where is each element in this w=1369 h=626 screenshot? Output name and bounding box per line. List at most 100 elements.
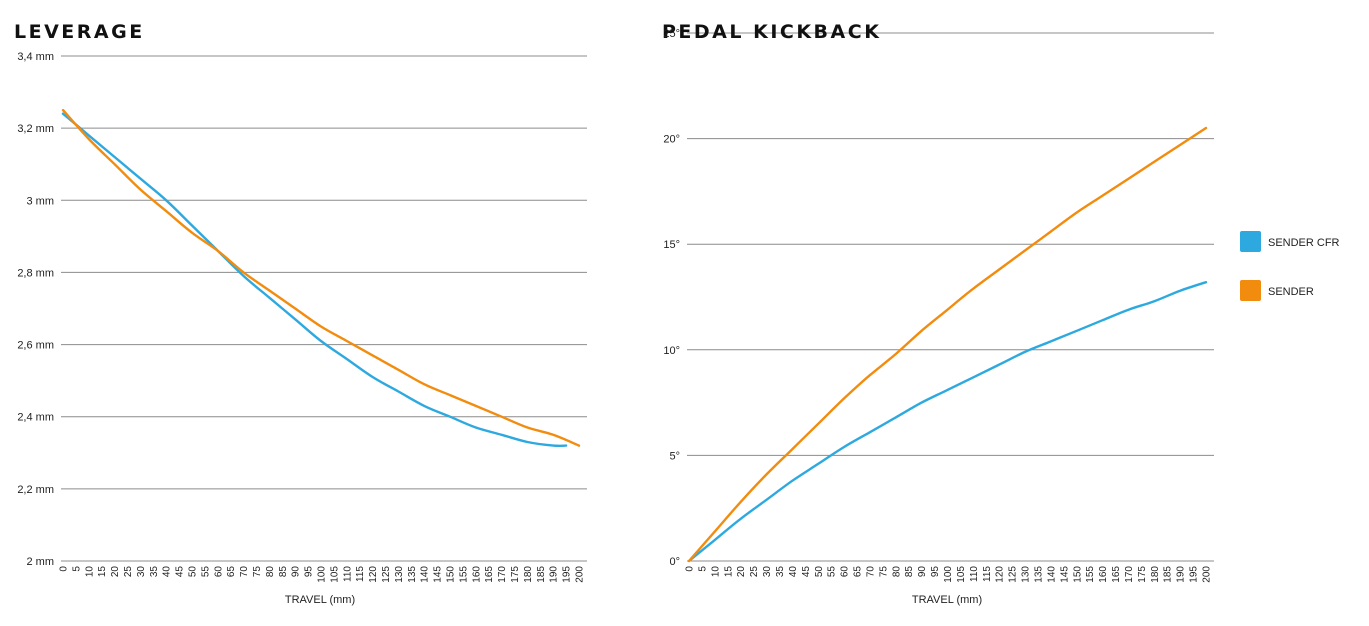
kickback-x-tick-label: 195: [1189, 566, 1200, 583]
kickback-y-tick-label: 10°: [663, 345, 680, 357]
leverage-x-tick-label: 190: [549, 566, 560, 583]
kickback-title: PEDAL KICKBACK: [662, 21, 881, 43]
legend-swatch-sender-cfr: [1240, 231, 1261, 252]
leverage-x-tick-label: 200: [575, 566, 586, 583]
kickback-x-tick-label: 190: [1176, 566, 1187, 583]
kickback-x-tick-label: 110: [969, 566, 980, 582]
kickback-x-tick-label: 5: [697, 566, 708, 572]
leverage-x-tick-label: 115: [355, 566, 366, 582]
leverage-x-tick-label: 90: [291, 566, 302, 578]
kickback-x-ticks: 0 5 10 15 20 25 30 35 40 45 50 55 60 65 70 75 80 85 90 95 10…: [685, 566, 1213, 583]
legend-label-sender: SENDER: [1268, 286, 1314, 298]
leverage-x-tick-label: 105: [329, 566, 340, 583]
leverage-x-tick-label: 95: [304, 566, 315, 578]
leverage-y-tick-label: 3,2 mm: [17, 123, 54, 135]
kickback-x-axis-label: TRAVEL (mm): [912, 594, 982, 606]
leverage-x-tick-label: 175: [510, 566, 521, 583]
leverage-y-tick-label: 2 mm: [27, 556, 55, 568]
kickback-x-tick-label: 135: [1034, 566, 1045, 583]
kickback-x-tick-label: 80: [891, 566, 902, 578]
leverage-x-tick-label: 155: [458, 566, 469, 583]
kickback-x-tick-label: 35: [775, 566, 786, 578]
kickback-x-tick-label: 170: [1124, 566, 1135, 583]
kickback-x-tick-label: 20: [736, 566, 747, 578]
kickback-x-tick-label: 75: [878, 566, 889, 578]
kickback-x-tick-label: 165: [1111, 566, 1122, 583]
kickback-y-tick-label: 5°: [669, 450, 680, 462]
leverage-x-tick-label: 45: [175, 566, 186, 578]
kickback-x-tick-label: 100: [943, 566, 954, 583]
kickback-series-sender: [687, 126, 1208, 563]
leverage-y-tick-label: 2,8 mm: [17, 267, 54, 279]
kickback-x-tick-label: 40: [788, 566, 799, 578]
kickback-y-tick-label: 0°: [669, 556, 680, 568]
kickback-x-tick-label: 15: [723, 566, 734, 578]
kickback-x-tick-label: 85: [904, 566, 915, 578]
leverage-x-tick-label: 185: [536, 566, 547, 583]
leverage-x-tick-label: 180: [523, 566, 534, 583]
leverage-chart: LEVERAGE 2 mm 2,2 mm 2,4 mm 2,6 mm 2,8 mm 3 m…: [14, 21, 587, 606]
kickback-x-tick-label: 120: [995, 566, 1006, 583]
kickback-x-tick-label: 90: [917, 566, 928, 578]
kickback-y-tick-label: 25°: [663, 28, 680, 40]
leverage-x-tick-label: 5: [71, 566, 82, 572]
leverage-y-tick-label: 2,2 mm: [17, 484, 54, 496]
kickback-x-tick-label: 70: [866, 566, 877, 578]
kickback-x-tick-label: 60: [840, 566, 851, 578]
kickback-x-tick-label: 125: [1008, 566, 1019, 583]
leverage-y-ticks: 2 mm 2,2 mm 2,4 mm 2,6 mm 2,8 mm 3 mm 3,2 mm 3,…: [17, 51, 54, 568]
legend-label-sender-cfr: SENDER CFR: [1268, 237, 1340, 249]
kickback-x-tick-label: 180: [1150, 566, 1161, 583]
kickback-x-tick-label: 30: [762, 566, 773, 578]
leverage-x-tick-label: 120: [368, 566, 379, 583]
legend: SENDER CFR SENDER: [1240, 231, 1340, 301]
leverage-x-tick-label: 100: [317, 566, 328, 583]
kickback-x-tick-label: 130: [1021, 566, 1032, 583]
legend-item-sender-cfr[interactable]: SENDER CFR: [1240, 231, 1340, 252]
leverage-y-tick-label: 3,4 mm: [17, 51, 54, 63]
kickback-gridlines: [687, 32, 1214, 562]
leverage-x-tick-label: 10: [84, 566, 95, 578]
leverage-x-tick-label: 65: [226, 566, 237, 578]
kickback-x-tick-label: 95: [930, 566, 941, 578]
leverage-x-tick-label: 40: [162, 566, 173, 578]
kickback-x-tick-label: 175: [1137, 566, 1148, 583]
kickback-x-tick-label: 115: [982, 566, 993, 582]
leverage-x-tick-label: 125: [381, 566, 392, 583]
leverage-x-tick-label: 160: [471, 566, 482, 583]
leverage-x-axis-label: TRAVEL (mm): [285, 594, 355, 606]
leverage-x-tick-label: 170: [497, 566, 508, 583]
leverage-y-tick-label: 3 mm: [27, 195, 55, 207]
leverage-x-tick-label: 150: [446, 566, 457, 583]
kickback-x-tick-label: 55: [827, 566, 838, 578]
leverage-y-tick-label: 2,4 mm: [17, 412, 54, 424]
leverage-x-tick-label: 20: [110, 566, 121, 578]
leverage-x-tick-label: 135: [407, 566, 418, 583]
kickback-series-sender-cfr: [687, 281, 1208, 563]
leverage-gridlines: [61, 55, 587, 562]
kickback-series: [687, 126, 1208, 563]
leverage-x-tick-label: 195: [562, 566, 573, 583]
kickback-y-tick-label: 20°: [663, 134, 680, 146]
leverage-x-tick-label: 25: [123, 566, 134, 578]
leverage-x-tick-label: 85: [278, 566, 289, 578]
legend-item-sender[interactable]: SENDER: [1240, 280, 1314, 301]
kickback-x-tick-label: 185: [1163, 566, 1174, 583]
leverage-series-sender: [61, 108, 581, 447]
kickback-x-tick-label: 25: [749, 566, 760, 578]
leverage-series-sender-cfr: [61, 112, 568, 448]
leverage-x-ticks: 0 5 10 15 20 25 30 35 40 45 50 55 60 65 70 75 80 85 90 95 10…: [59, 566, 586, 583]
leverage-x-tick-label: 30: [136, 566, 147, 578]
leverage-title: LEVERAGE: [14, 21, 145, 43]
kickback-y-tick-label: 15°: [663, 239, 680, 251]
kickback-x-tick-label: 145: [1059, 566, 1070, 583]
kickback-x-tick-label: 65: [853, 566, 864, 578]
kickback-x-tick-label: 50: [814, 566, 825, 578]
leverage-x-tick-label: 35: [149, 566, 160, 578]
leverage-x-tick-label: 165: [484, 566, 495, 583]
leverage-x-tick-label: 80: [265, 566, 276, 578]
leverage-series: [61, 108, 581, 448]
kickback-x-tick-label: 200: [1202, 566, 1213, 583]
leverage-x-tick-label: 60: [213, 566, 224, 578]
